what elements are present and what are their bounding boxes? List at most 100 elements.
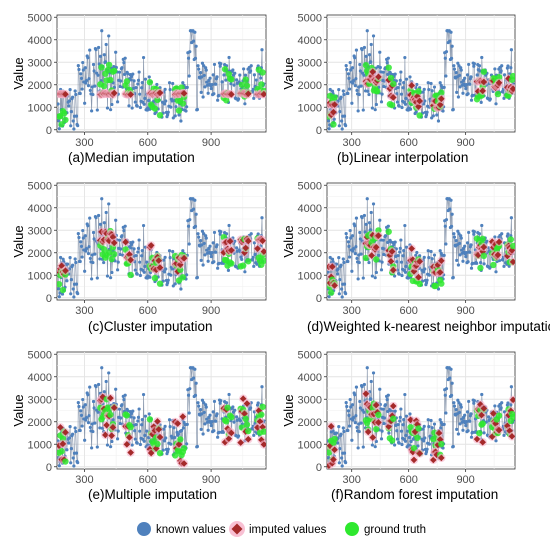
- known-point: [131, 409, 135, 413]
- known-point: [444, 50, 449, 54]
- known-point: [87, 245, 91, 249]
- imputed-point: [244, 90, 252, 98]
- known-point: [356, 446, 360, 450]
- known-point: [248, 69, 253, 73]
- known-point: [358, 406, 363, 410]
- known-point: [74, 282, 79, 286]
- known-point: [429, 81, 433, 86]
- known-point: [76, 232, 80, 236]
- imputed-point: [436, 101, 444, 109]
- known-point: [57, 464, 61, 468]
- known-point: [214, 419, 218, 423]
- known-point: [354, 245, 358, 249]
- ground-truth-point: [477, 264, 484, 272]
- known-point: [105, 106, 110, 110]
- known-point: [118, 421, 122, 426]
- known-point: [353, 421, 357, 425]
- known-point: [204, 68, 208, 72]
- known-point: [346, 91, 350, 96]
- known-point: [211, 241, 215, 245]
- known-point: [351, 416, 356, 420]
- known-point: [138, 105, 142, 110]
- known-point: [114, 387, 118, 391]
- known-point: [107, 34, 111, 38]
- y-tick-label: 2000: [298, 417, 322, 429]
- imputed-point: [228, 91, 235, 98]
- panel-e: 0 1000 2000 3000 4000 5000 300 600 900 Value (e)Mu…: [11, 349, 267, 502]
- known-point: [449, 198, 453, 202]
- data-layer: [327, 197, 515, 299]
- known-point: [122, 228, 126, 233]
- imputed-point: [480, 405, 488, 412]
- ground-truth-point: [414, 434, 421, 442]
- known-point: [443, 56, 447, 60]
- known-point: [204, 403, 208, 407]
- known-point: [195, 275, 199, 280]
- known-point: [456, 398, 460, 402]
- imputed-point: [369, 231, 377, 239]
- known-point: [430, 426, 434, 430]
- known-point: [347, 76, 351, 80]
- known-point: [472, 62, 476, 66]
- known-point: [365, 29, 369, 33]
- known-point: [472, 401, 476, 405]
- known-point: [379, 268, 384, 272]
- known-point: [236, 97, 241, 101]
- known-point: [425, 278, 429, 282]
- known-point: [341, 257, 345, 261]
- ground-truth-point: [259, 403, 266, 411]
- known-point: [427, 87, 431, 92]
- y-tick-label: 1000: [28, 102, 52, 114]
- known-point: [204, 66, 208, 70]
- known-point: [369, 228, 373, 232]
- ground-truth-point: [123, 78, 131, 85]
- imputed-point: [228, 429, 235, 437]
- known-point: [94, 48, 98, 52]
- data-layer: [57, 197, 266, 299]
- known-point: [493, 67, 497, 71]
- known-point: [421, 90, 425, 94]
- imputed-point: [127, 256, 134, 264]
- imputed-point: [180, 254, 188, 262]
- known-point: [232, 420, 236, 424]
- known-point: [337, 461, 341, 465]
- known-point: [208, 413, 212, 417]
- known-point: [138, 273, 142, 278]
- known-point: [140, 254, 144, 258]
- known-point: [436, 119, 441, 123]
- panel-caption: (c)Cluster imputation: [88, 319, 213, 334]
- known-point: [358, 69, 363, 73]
- known-point: [449, 30, 453, 34]
- known-point: [432, 253, 437, 257]
- known-point: [459, 68, 463, 72]
- known-point: [88, 216, 92, 220]
- known-point: [198, 408, 203, 412]
- known-point: [78, 259, 82, 264]
- imputed-point: [490, 410, 497, 417]
- known-point: [378, 218, 382, 222]
- ground-truth-point: [57, 280, 63, 288]
- known-point: [224, 232, 229, 236]
- ground-truth-point: [260, 257, 266, 264]
- known-point: [480, 55, 484, 60]
- known-point: [452, 67, 457, 71]
- known-point: [57, 119, 61, 123]
- ground-truth-point: [390, 415, 397, 422]
- known-point: [90, 446, 94, 450]
- known-point: [459, 405, 463, 409]
- known-point: [81, 405, 85, 409]
- ground-truth-point: [242, 415, 249, 423]
- y-axis-title: Value: [281, 225, 296, 257]
- known-point: [65, 262, 70, 266]
- known-point: [209, 423, 213, 428]
- imputed-point: [389, 94, 397, 101]
- known-point: [130, 106, 134, 110]
- known-point: [464, 419, 468, 424]
- known-point: [217, 430, 221, 434]
- y-tick-label: 3000: [298, 57, 322, 69]
- known-point: [260, 216, 264, 220]
- panel-caption: (d)Weighted k-nearest neighbor imputatio…: [307, 319, 550, 334]
- known-point: [163, 87, 167, 91]
- known-point: [138, 260, 142, 264]
